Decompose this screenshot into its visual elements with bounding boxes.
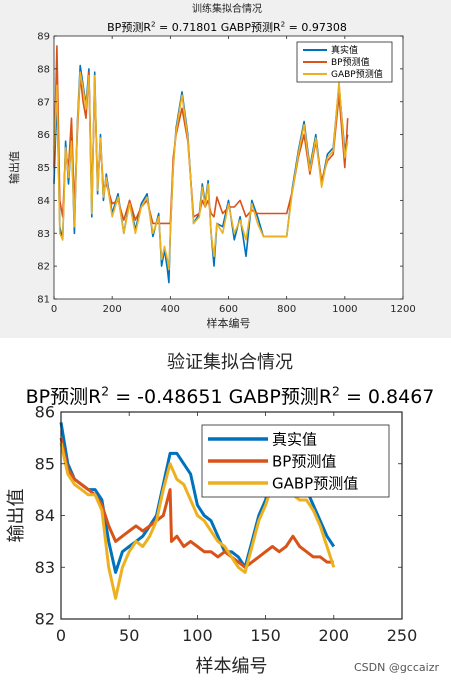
series-3 [53,71,349,271]
bp-r2-sup: 2 [151,20,156,29]
x-axis-label: 样本编号 [196,656,268,677]
gabp-r2-value: = 0.8467 [340,386,434,408]
chart-title: 训练集拟合情况 [192,2,262,15]
bp-r2-value: = -0.48651 [109,386,228,408]
gabp-r2-label: GABP预测R [221,21,281,34]
chart-title: 验证集拟合情况 [167,352,293,373]
y-tick-label: 83 [35,558,55,577]
y-tick-label: 85 [35,454,55,473]
training-chart-panel: 0 200 400 600 800 1000 1200 81 82 83 84 85 86 87 88 89 训… [0,0,451,338]
y-tick-label: 84 [37,196,50,207]
y-tick-label: 84 [35,506,55,525]
chart-subtitle: BP预测R2 = -0.48651 GABP预测R2 = 0.8467 [26,384,435,408]
x-tick-label: 0 [51,304,57,315]
legend-label: GABP预测值 [331,68,383,80]
legend: 真实值 BP预测值 GABP预测值 [201,424,390,498]
chart-subtitle: BP预测R2 = 0.71801 GABP预测R2 = 0.97308 [107,20,347,34]
gabp-r2-sup: 2 [281,20,286,29]
bp-r2-sup: 2 [101,384,109,398]
gabp-r2-value: = 0.97308 [285,21,347,34]
y-axis-label: 输出值 [6,489,27,543]
x-tick-label: 50 [119,626,139,645]
x-tick-label: 400 [161,304,180,315]
x-tick-label: 150 [250,626,281,645]
gabp-r2-sup: 2 [332,384,340,398]
series-line [59,437,334,569]
series-line [53,71,349,271]
x-tick-label: 100 [182,626,213,645]
training-chart: 0 200 400 600 800 1000 1200 81 82 83 84 85 86 87 88 89 训… [7,2,416,330]
gabp-r2-label: GABP预测R [229,386,332,408]
x-tick-label: 1000 [332,304,357,315]
x-tick-label: 1200 [390,304,415,315]
y-tick-label: 85 [37,163,50,174]
y-tick-label: 88 [37,64,50,75]
bp-r2-value: = 0.71801 [156,21,221,34]
y-tick-label: 82 [35,610,55,629]
y-tick-label: 82 [37,262,50,273]
x-tick-label: 200 [319,626,350,645]
y-tick-label: 83 [37,229,50,240]
x-tick-label: 800 [277,304,296,315]
x-tick-label: 0 [56,626,66,645]
x-tick-label: 600 [219,304,238,315]
y-tick-label: 86 [37,130,50,141]
y-tick-label: 86 [35,403,55,422]
legend-label: BP预测值 [331,56,370,68]
legend-label: 真实值 [331,44,358,56]
y-tick-label: 81 [37,295,50,306]
legend-label: 真实值 [272,430,317,448]
x-tick-label: 200 [103,304,122,315]
bp-r2-label: BP预测R [26,386,102,408]
legend-label: BP预测值 [272,452,336,470]
y-tick-label: 89 [37,32,50,43]
validation-chart-panel: 0 50 100 150 200 250 82 83 84 85 86 验证集拟合情况 BP预测R2 =… [0,338,451,680]
legend-label: GABP预测值 [272,474,358,492]
bp-r2-label: BP预测R [107,21,151,34]
y-axis-label: 输出值 [7,151,21,184]
series-2 [59,437,334,569]
x-axis-label: 样本编号 [207,316,251,330]
y-tick-label: 87 [37,97,50,108]
x-tick-label: 250 [387,626,418,645]
watermark: CSDN @gccaizr [353,661,439,674]
